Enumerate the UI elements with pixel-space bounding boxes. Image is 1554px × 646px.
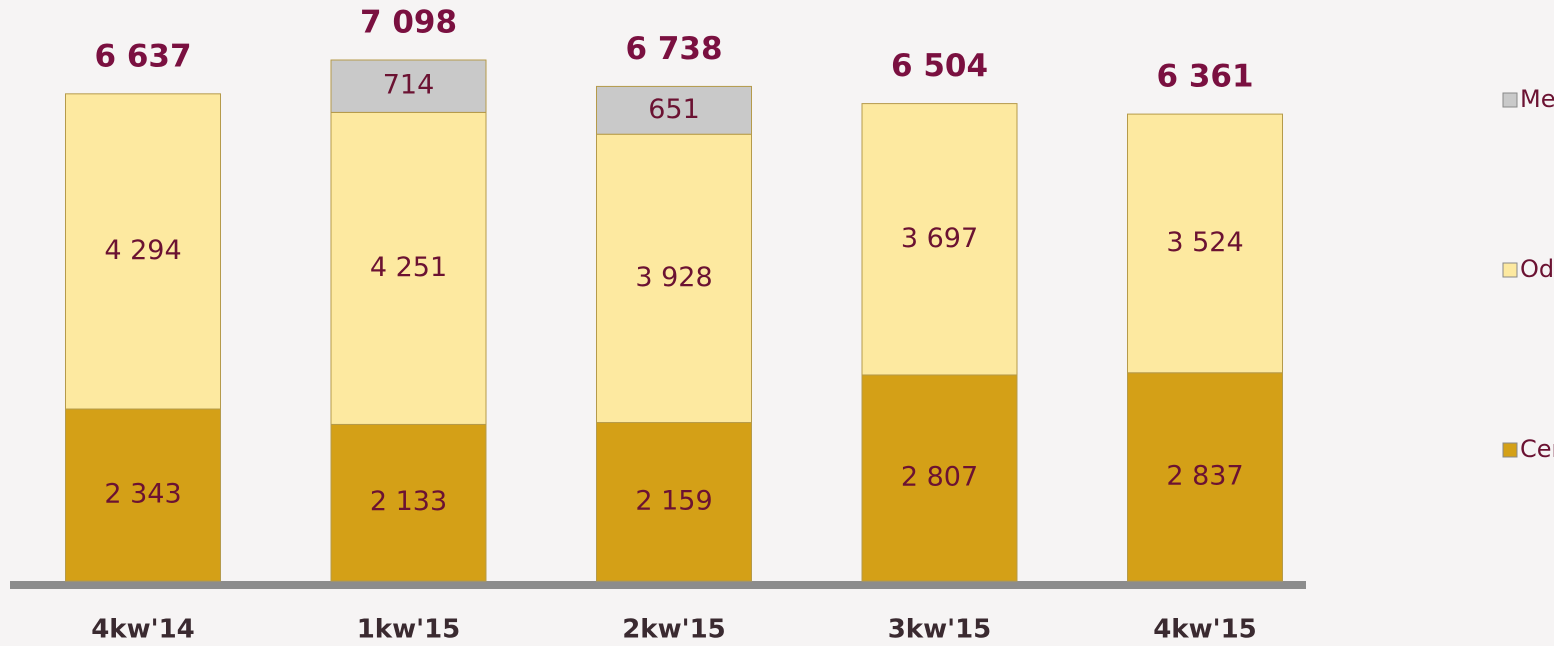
bar-segment — [65, 408, 221, 582]
bar-segment — [596, 133, 752, 424]
segment-label: 2 159 — [635, 485, 712, 516]
total-label: 6 361 — [1156, 59, 1253, 95]
total-label: 6 504 — [891, 48, 988, 84]
x-tick-label: 3kw'15 — [888, 615, 992, 645]
segment-label: 3 697 — [901, 223, 978, 254]
segment-label: 4 294 — [104, 235, 181, 266]
total-label: 6 738 — [625, 31, 722, 67]
bar-segment — [330, 59, 487, 113]
total-label: 6 637 — [94, 38, 191, 74]
x-tick-label: 2kw'15 — [622, 615, 726, 645]
bar-segment — [1127, 372, 1283, 582]
legend-label: Oddziały — [1520, 255, 1554, 283]
x-tick-label: 4kw'15 — [1153, 615, 1257, 645]
legend-label: Meritum — [1520, 85, 1554, 113]
segment-label: 3 524 — [1166, 227, 1243, 258]
segment-label: 714 — [383, 70, 435, 101]
legend-swatch — [1502, 262, 1518, 278]
segment-label: 3 928 — [635, 262, 712, 293]
segment-label: 2 807 — [901, 461, 978, 492]
bar-segment — [65, 93, 221, 410]
legend-swatch — [1502, 442, 1518, 458]
legend-swatch — [1502, 92, 1518, 108]
bar-segment — [330, 111, 487, 425]
bar-segment — [861, 103, 1018, 376]
x-tick-label: 4kw'14 — [91, 615, 195, 645]
segment-label: 2 837 — [1166, 460, 1243, 491]
segment-label: 2 343 — [104, 479, 181, 510]
baseline — [10, 581, 1306, 589]
bar-segment — [861, 374, 1018, 582]
x-tick-label: 1kw'15 — [357, 615, 461, 645]
bar-segment — [1127, 113, 1283, 374]
segment-label: 2 133 — [370, 486, 447, 517]
bar-segment — [596, 422, 752, 582]
bar-segment — [596, 85, 752, 135]
total-label: 7 098 — [360, 5, 457, 41]
segment-label: 651 — [648, 94, 700, 125]
legend-label: Centrala — [1520, 435, 1554, 463]
segment-label: 4 251 — [370, 252, 447, 283]
